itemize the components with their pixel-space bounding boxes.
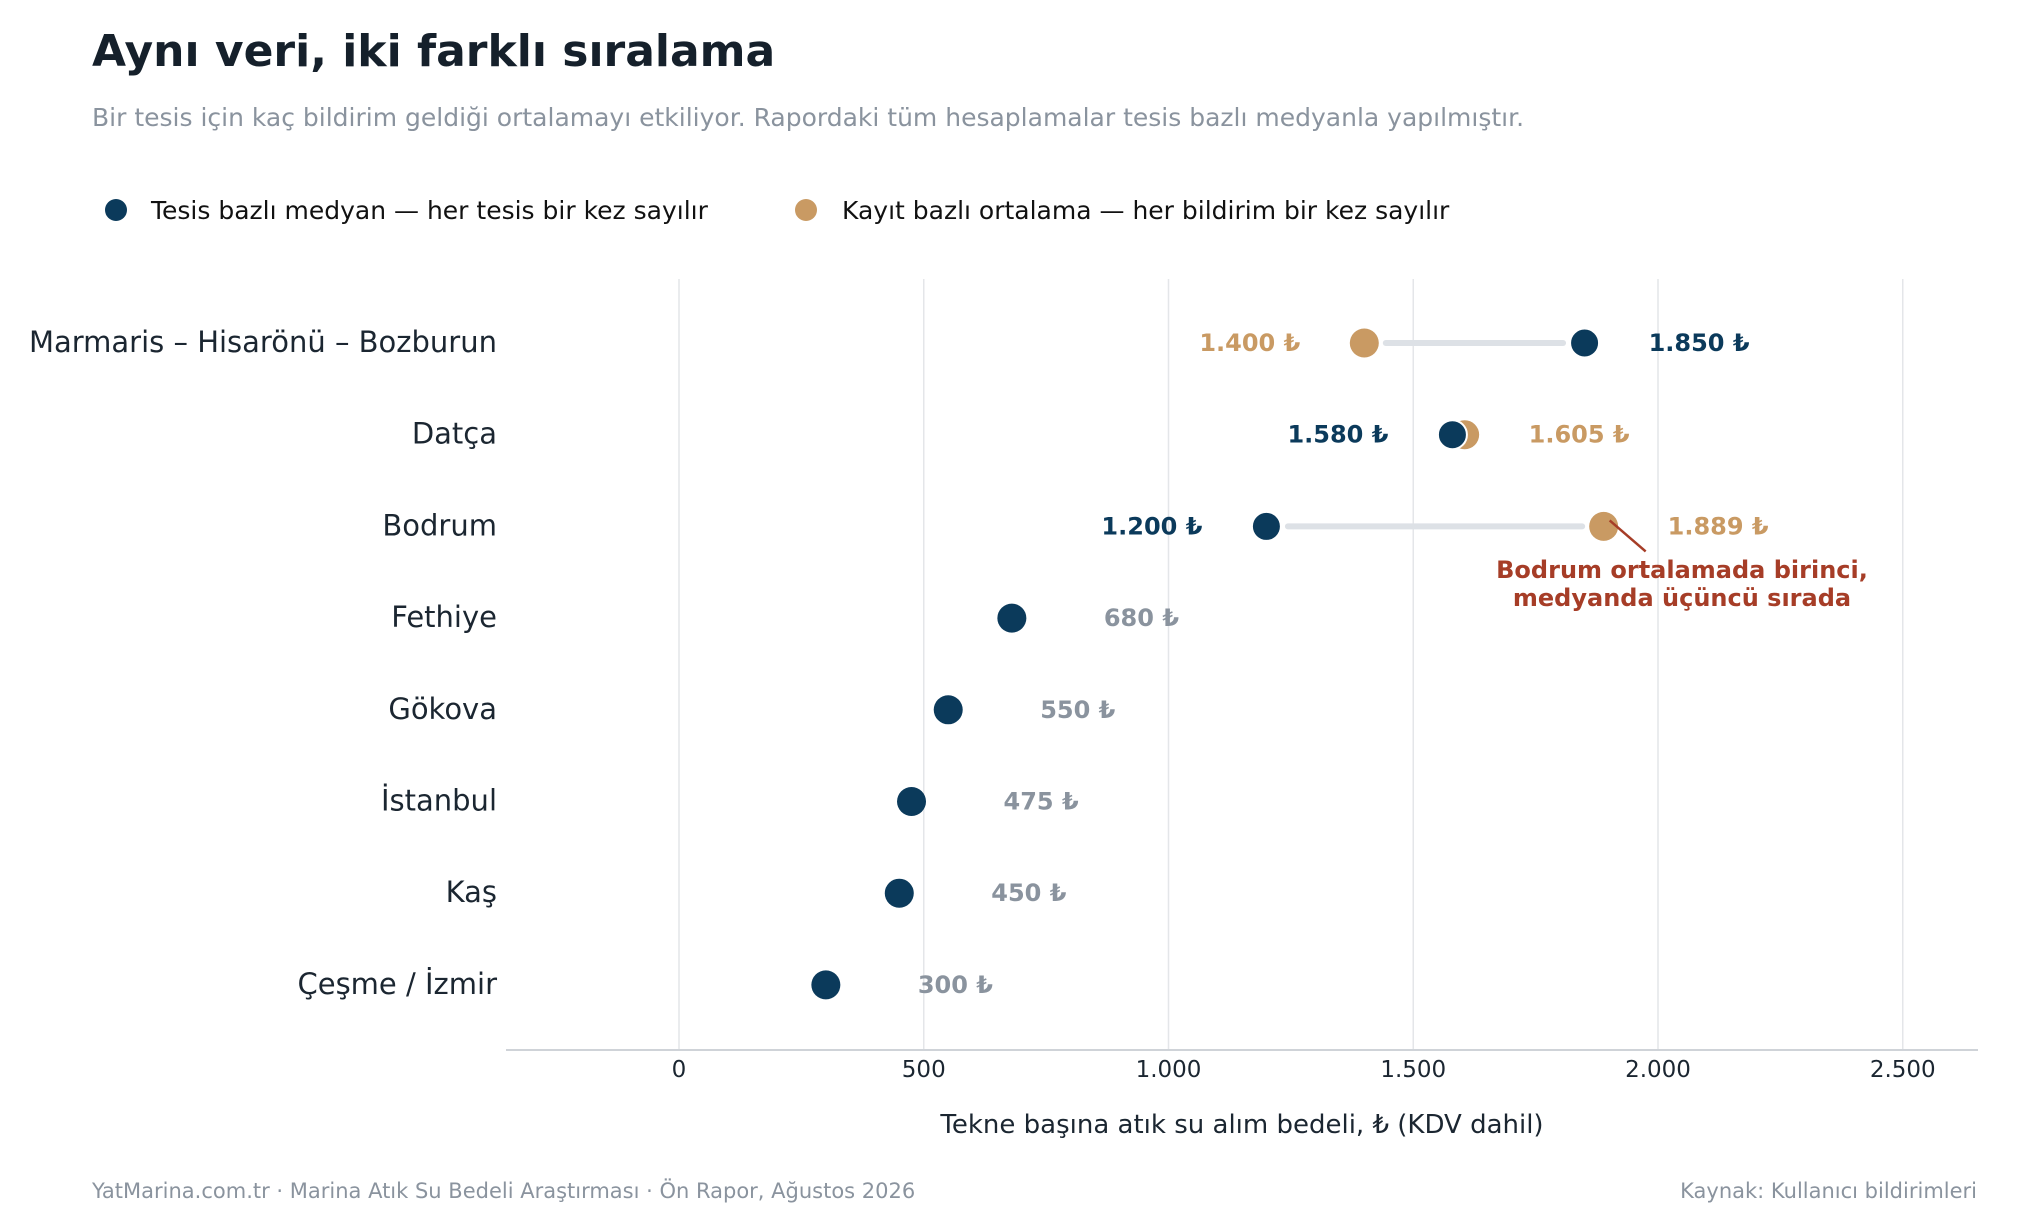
legend-mean-label: Kayıt bazlı ortalama — her bildirim bir … (842, 196, 1450, 225)
mean-value-label: 1.889 ₺ (1668, 512, 1769, 540)
median-point (1436, 419, 1468, 451)
median-value-label: 1.850 ₺ (1649, 329, 1750, 357)
category-label: Bodrum (382, 508, 497, 542)
median-value-label: 1.580 ₺ (1287, 421, 1388, 449)
row: İstanbul 475 ₺ (381, 784, 1079, 818)
mean-point (1349, 328, 1379, 358)
row: Çeşme / İzmir 300 ₺ (297, 967, 993, 1001)
row: Gökova 550 ₺ (388, 692, 1115, 726)
median-point (1569, 327, 1601, 359)
x-tick-label: 2.500 (1870, 1057, 1936, 1083)
x-axis-label: Tekne başına atık su alım bedeli, ₺ (KDV… (939, 1110, 1543, 1140)
mean-value-label: 1.400 ₺ (1199, 329, 1300, 357)
mean-point (1589, 511, 1619, 541)
median-value-label: 1.200 ₺ (1101, 512, 1202, 540)
chart-title: Aynı veri, iki farklı sıralama (92, 26, 775, 77)
plot-area: Marmaris – Hisarönü – Bozburun 1.850 ₺ 1.4… (29, 325, 1769, 1001)
x-axis-ticks: 0 500 1.000 1.500 2.000 2.500 (672, 1057, 1936, 1083)
category-label: Çeşme / İzmir (297, 967, 497, 1001)
annotation-arrow (1608, 519, 1647, 553)
category-label: Datça (412, 417, 497, 451)
category-label: Kaş (446, 875, 497, 909)
median-point (897, 787, 927, 816)
footer-credit: YatMarina.com.tr · Marina Atık Su Bedeli… (91, 1178, 915, 1203)
median-value-label: 475 ₺ (1004, 788, 1079, 816)
mean-value-label: 1.605 ₺ (1529, 421, 1630, 449)
x-tick-label: 500 (902, 1057, 946, 1083)
x-tick-label: 1.500 (1380, 1057, 1446, 1083)
median-point (1250, 510, 1282, 542)
row: Fethiye 680 ₺ (391, 600, 1179, 634)
median-point (811, 970, 841, 1000)
category-label: Marmaris – Hisarönü – Bozburun (29, 325, 497, 359)
row: Bodrum 1.200 ₺ 1.889 ₺ (382, 508, 1769, 542)
x-tick-label: 2.000 (1625, 1057, 1691, 1083)
legend-mean-marker (795, 199, 817, 221)
legend-median-marker (105, 199, 127, 221)
chart-subtitle: Bir tesis için kaç bildirim geldiği orta… (92, 103, 1524, 132)
category-label: İstanbul (381, 784, 497, 818)
median-value-label: 550 ₺ (1040, 696, 1115, 724)
median-point (933, 695, 963, 725)
row: Datça 1.580 ₺ 1.605 ₺ (412, 417, 1630, 451)
row: Marmaris – Hisarönü – Bozburun 1.850 ₺ 1.4… (29, 325, 1750, 359)
median-point (884, 878, 914, 908)
annotation-text-line: Bodrum ortalamada birinci, (1496, 556, 1868, 584)
x-tick-label: 0 (672, 1057, 687, 1083)
median-point (997, 603, 1027, 633)
median-value-label: 680 ₺ (1104, 604, 1179, 632)
x-tick-label: 1.000 (1136, 1057, 1202, 1083)
bodrum-annotation: Bodrum ortalamada birinci,medyanda üçünc… (1496, 519, 1868, 612)
footer-source: Kaynak: Kullanıcı bildirimleri (1680, 1179, 1977, 1203)
annotation-text-line: medyanda üçüncü sırada (1513, 584, 1851, 612)
category-label: Gökova (388, 692, 497, 726)
legend: Tesis bazlı medyan — her tesis bir kez s… (105, 196, 1450, 225)
category-label: Fethiye (391, 600, 497, 634)
median-value-label: 450 ₺ (991, 879, 1066, 907)
row: Kaş 450 ₺ (446, 875, 1067, 909)
median-value-label: 300 ₺ (918, 971, 993, 999)
legend-median-label: Tesis bazlı medyan — her tesis bir kez s… (150, 196, 709, 225)
grid-lines (678, 279, 1904, 1050)
